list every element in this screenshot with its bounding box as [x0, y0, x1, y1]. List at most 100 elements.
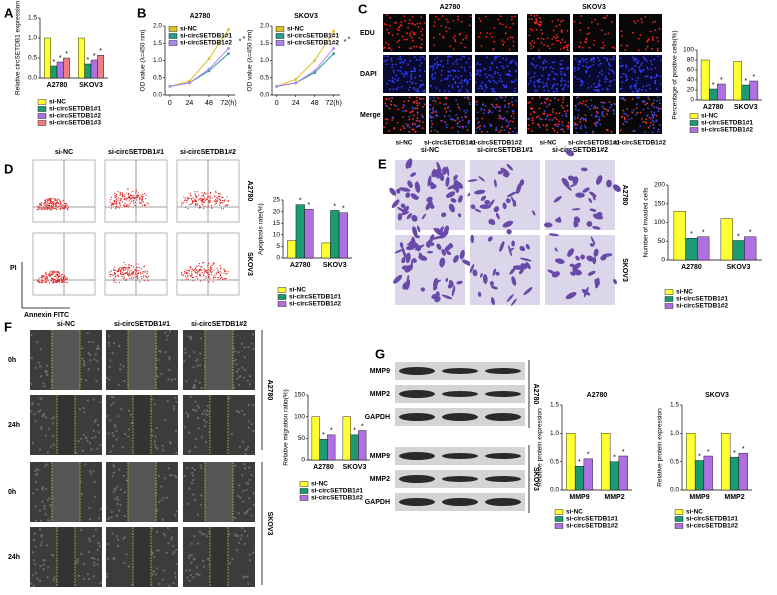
significance-marker: * [308, 202, 311, 209]
texture [185, 412, 187, 414]
event-dot [208, 272, 209, 273]
cell-dot [445, 27, 447, 29]
cell-dot [383, 55, 385, 57]
event-dot [195, 203, 196, 204]
wound-gap [52, 462, 80, 522]
texture [39, 580, 41, 582]
event-dot [207, 196, 208, 197]
cell-dot [444, 90, 446, 92]
cell-dot [638, 96, 640, 98]
event-dot [117, 271, 118, 272]
event-dot [222, 202, 223, 203]
event-dot [227, 273, 228, 274]
event-dot [211, 267, 212, 268]
cell-dot [479, 125, 481, 127]
cell-dot [447, 106, 449, 108]
event-dot [225, 199, 226, 200]
cell-dot [581, 125, 583, 127]
texture [247, 446, 249, 448]
cell-dot [535, 22, 537, 24]
event-dot [120, 271, 121, 272]
cell-dot [620, 130, 622, 132]
event-dot [219, 271, 220, 272]
cell-dot [611, 131, 613, 133]
bar [91, 60, 97, 78]
cell-dot [392, 77, 394, 79]
cell-dot [534, 67, 536, 69]
significance-marker: * [59, 55, 62, 62]
texture [83, 360, 85, 362]
event-dot [49, 208, 50, 209]
texture [37, 403, 39, 405]
event-dot [184, 271, 185, 272]
texture [151, 528, 153, 530]
cell-dot [478, 126, 480, 128]
group-label: si-NC [57, 321, 75, 328]
cell-dot [511, 101, 513, 103]
texture [107, 543, 109, 545]
cell-dot [529, 101, 531, 103]
cell-dot [435, 16, 437, 18]
texture [98, 347, 100, 349]
texture [42, 486, 44, 488]
texture [85, 437, 87, 439]
event-dot [189, 204, 190, 205]
event-dot [194, 191, 195, 192]
bar [704, 456, 713, 490]
cell-dot [414, 68, 416, 70]
texture [87, 573, 89, 575]
wound-gap [52, 330, 80, 390]
cell-dot [400, 24, 402, 26]
cell-dot [414, 34, 416, 36]
cell-dot [399, 56, 401, 58]
cell-dot [512, 112, 514, 114]
event-dot [188, 273, 189, 274]
y-tick-label: 40 [687, 77, 695, 84]
cell-dot [424, 70, 426, 72]
cell-dot [597, 23, 599, 25]
event-dot [132, 272, 133, 273]
cell-dot [431, 65, 433, 67]
cell-dot [626, 76, 628, 78]
event-dot [56, 275, 57, 276]
cell-dot [467, 91, 469, 93]
cell-dot [385, 118, 387, 120]
event-dot [41, 279, 42, 280]
cell-dot [597, 89, 599, 91]
texture [122, 446, 124, 448]
cell-dot [652, 38, 654, 40]
texture [90, 473, 92, 475]
event-dot [51, 203, 52, 204]
texture [111, 516, 113, 518]
cell-dot [448, 55, 450, 57]
texture [112, 352, 114, 354]
cell-dot [588, 27, 590, 29]
y-tick-label: 1.0 [260, 57, 269, 64]
texture [235, 535, 237, 537]
event-dot [139, 281, 140, 282]
cell-dot [455, 120, 457, 122]
cell-dot [643, 56, 645, 58]
event-dot [218, 193, 219, 194]
texture [241, 367, 243, 369]
event-dot [58, 273, 59, 274]
cell-dot [492, 79, 494, 81]
texture [113, 466, 115, 468]
cell-dot [449, 28, 451, 30]
event-dot [218, 272, 219, 273]
texture [197, 405, 199, 407]
texture [118, 510, 120, 512]
texture [192, 493, 194, 495]
texture [108, 342, 110, 344]
cell-line-label: SKOV3 [266, 512, 273, 536]
cell-dot [501, 65, 503, 67]
event-dot [199, 263, 200, 264]
cell-dot [422, 117, 424, 119]
cell-dot [511, 16, 513, 18]
cell-dot [541, 118, 543, 120]
cell-dot [500, 116, 502, 118]
cell-dot [434, 58, 436, 60]
cell-dot [557, 37, 559, 39]
cell-dot [450, 75, 452, 77]
cell-dot [603, 17, 605, 19]
